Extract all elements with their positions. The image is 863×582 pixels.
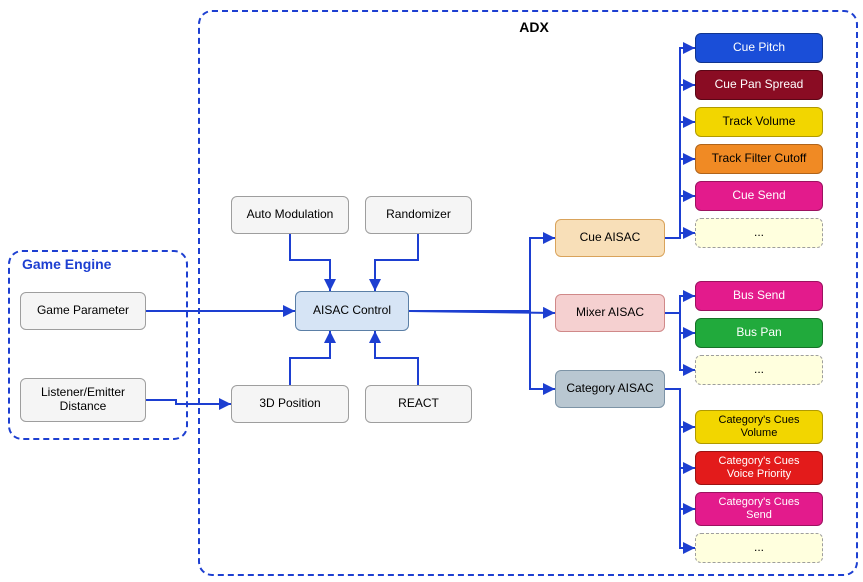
node-cat_more: ... <box>695 533 823 563</box>
node-mixer_more: ... <box>695 355 823 385</box>
node-cat_voice_priority: Category's Cues Voice Priority <box>695 451 823 485</box>
node-react: REACT <box>365 385 472 423</box>
node-3d_position: 3D Position <box>231 385 349 423</box>
node-track_filter_cutoff: Track Filter Cutoff <box>695 144 823 174</box>
node-mixer_aisac: Mixer AISAC <box>555 294 665 332</box>
node-category_aisac: Category AISAC <box>555 370 665 408</box>
node-cue_pitch: Cue Pitch <box>695 33 823 63</box>
node-game_parameter: Game Parameter <box>20 292 146 330</box>
node-aisac_control: AISAC Control <box>295 291 409 331</box>
container-label-adx: ADX <box>498 16 570 38</box>
node-auto_modulation: Auto Modulation <box>231 196 349 234</box>
container-label-game_engine: Game Engine <box>22 256 111 272</box>
node-cat_send: Category's Cues Send <box>695 492 823 526</box>
node-randomizer: Randomizer <box>365 196 472 234</box>
node-cue_send: Cue Send <box>695 181 823 211</box>
node-cat_volume: Category's Cues Volume <box>695 410 823 444</box>
node-track_volume: Track Volume <box>695 107 823 137</box>
node-listener_emitter: Listener/Emitter Distance <box>20 378 146 422</box>
node-cue_pan_spread: Cue Pan Spread <box>695 70 823 100</box>
node-cue_aisac: Cue AISAC <box>555 219 665 257</box>
node-cue_more: ... <box>695 218 823 248</box>
node-bus_pan: Bus Pan <box>695 318 823 348</box>
node-bus_send: Bus Send <box>695 281 823 311</box>
